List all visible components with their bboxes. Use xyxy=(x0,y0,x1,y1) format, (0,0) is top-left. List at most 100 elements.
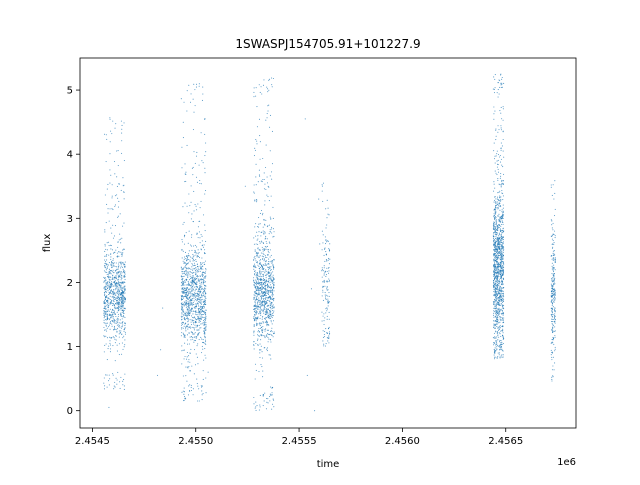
data-point xyxy=(269,229,271,231)
data-point xyxy=(186,358,188,360)
data-point xyxy=(256,262,258,264)
data-point xyxy=(189,352,191,354)
data-point xyxy=(499,304,501,306)
data-point xyxy=(326,318,328,320)
chart-title: 1SWASPJ154705.91+101227.9 xyxy=(235,37,420,51)
data-point xyxy=(195,321,197,323)
data-point xyxy=(327,300,329,302)
data-point xyxy=(255,282,257,284)
data-point xyxy=(264,335,266,337)
data-point xyxy=(118,280,120,282)
data-point xyxy=(112,373,114,375)
data-point xyxy=(112,345,114,347)
data-point xyxy=(196,278,198,280)
data-point xyxy=(502,173,505,175)
data-point xyxy=(266,335,268,338)
data-point xyxy=(495,297,497,299)
data-point xyxy=(197,271,199,273)
data-point xyxy=(199,279,201,281)
data-point xyxy=(256,405,258,407)
data-point xyxy=(160,349,162,351)
data-point xyxy=(183,314,185,316)
data-point xyxy=(495,215,497,218)
data-point xyxy=(253,311,255,313)
data-point xyxy=(200,249,202,251)
data-point xyxy=(198,338,200,341)
data-point xyxy=(182,260,184,262)
data-point xyxy=(105,297,107,299)
data-point xyxy=(493,275,495,277)
data-point xyxy=(197,249,199,251)
data-point xyxy=(268,233,270,235)
data-point xyxy=(498,280,500,282)
data-point xyxy=(497,247,499,249)
data-point xyxy=(118,295,120,297)
data-point xyxy=(201,345,203,348)
data-point xyxy=(493,214,496,216)
data-point xyxy=(268,354,270,356)
data-point xyxy=(497,237,499,239)
data-point xyxy=(186,334,188,336)
data-point xyxy=(258,335,261,337)
data-point xyxy=(111,208,113,210)
data-point xyxy=(261,255,263,257)
data-point xyxy=(194,249,196,251)
data-point xyxy=(264,392,266,394)
data-point xyxy=(494,324,497,326)
data-point xyxy=(194,340,197,342)
data-point xyxy=(261,334,263,336)
data-point xyxy=(497,243,499,245)
data-point xyxy=(269,175,271,177)
data-point xyxy=(111,293,113,295)
data-point xyxy=(254,286,256,288)
data-point xyxy=(108,254,110,256)
data-point xyxy=(502,131,504,133)
data-point xyxy=(502,350,504,352)
data-point xyxy=(552,375,554,377)
data-point xyxy=(197,226,199,228)
data-point xyxy=(328,272,330,274)
data-point xyxy=(203,316,205,319)
data-point xyxy=(204,167,206,169)
data-point xyxy=(190,236,193,238)
data-point xyxy=(105,284,107,286)
data-point xyxy=(181,391,183,393)
data-point xyxy=(200,327,202,329)
data-point xyxy=(192,338,194,340)
data-point xyxy=(552,321,554,323)
data-point xyxy=(258,288,260,290)
data-point xyxy=(323,313,325,315)
data-point xyxy=(499,209,501,211)
data-point xyxy=(190,284,192,286)
data-point xyxy=(118,324,120,326)
data-point xyxy=(196,265,199,267)
data-point xyxy=(193,264,195,266)
data-point xyxy=(553,253,555,255)
data-point xyxy=(186,312,188,314)
data-point xyxy=(326,315,328,317)
data-point xyxy=(270,316,272,318)
data-point xyxy=(195,254,197,256)
data-point xyxy=(550,283,552,285)
data-point xyxy=(254,274,256,276)
data-point xyxy=(495,346,497,348)
data-point xyxy=(255,297,258,299)
data-point xyxy=(272,282,274,284)
data-point xyxy=(198,318,201,320)
data-point xyxy=(502,354,504,356)
data-point xyxy=(550,321,553,323)
data-point xyxy=(186,297,188,300)
data-point xyxy=(105,255,107,257)
data-point xyxy=(186,144,188,146)
data-point xyxy=(495,306,497,308)
data-point xyxy=(259,259,262,261)
data-point xyxy=(124,292,126,294)
data-point xyxy=(553,230,556,232)
data-point xyxy=(498,313,500,315)
data-point xyxy=(306,374,308,376)
data-point xyxy=(111,260,113,262)
data-point xyxy=(105,288,107,291)
data-point xyxy=(114,283,117,285)
data-point xyxy=(115,294,117,296)
data-point xyxy=(202,214,205,216)
